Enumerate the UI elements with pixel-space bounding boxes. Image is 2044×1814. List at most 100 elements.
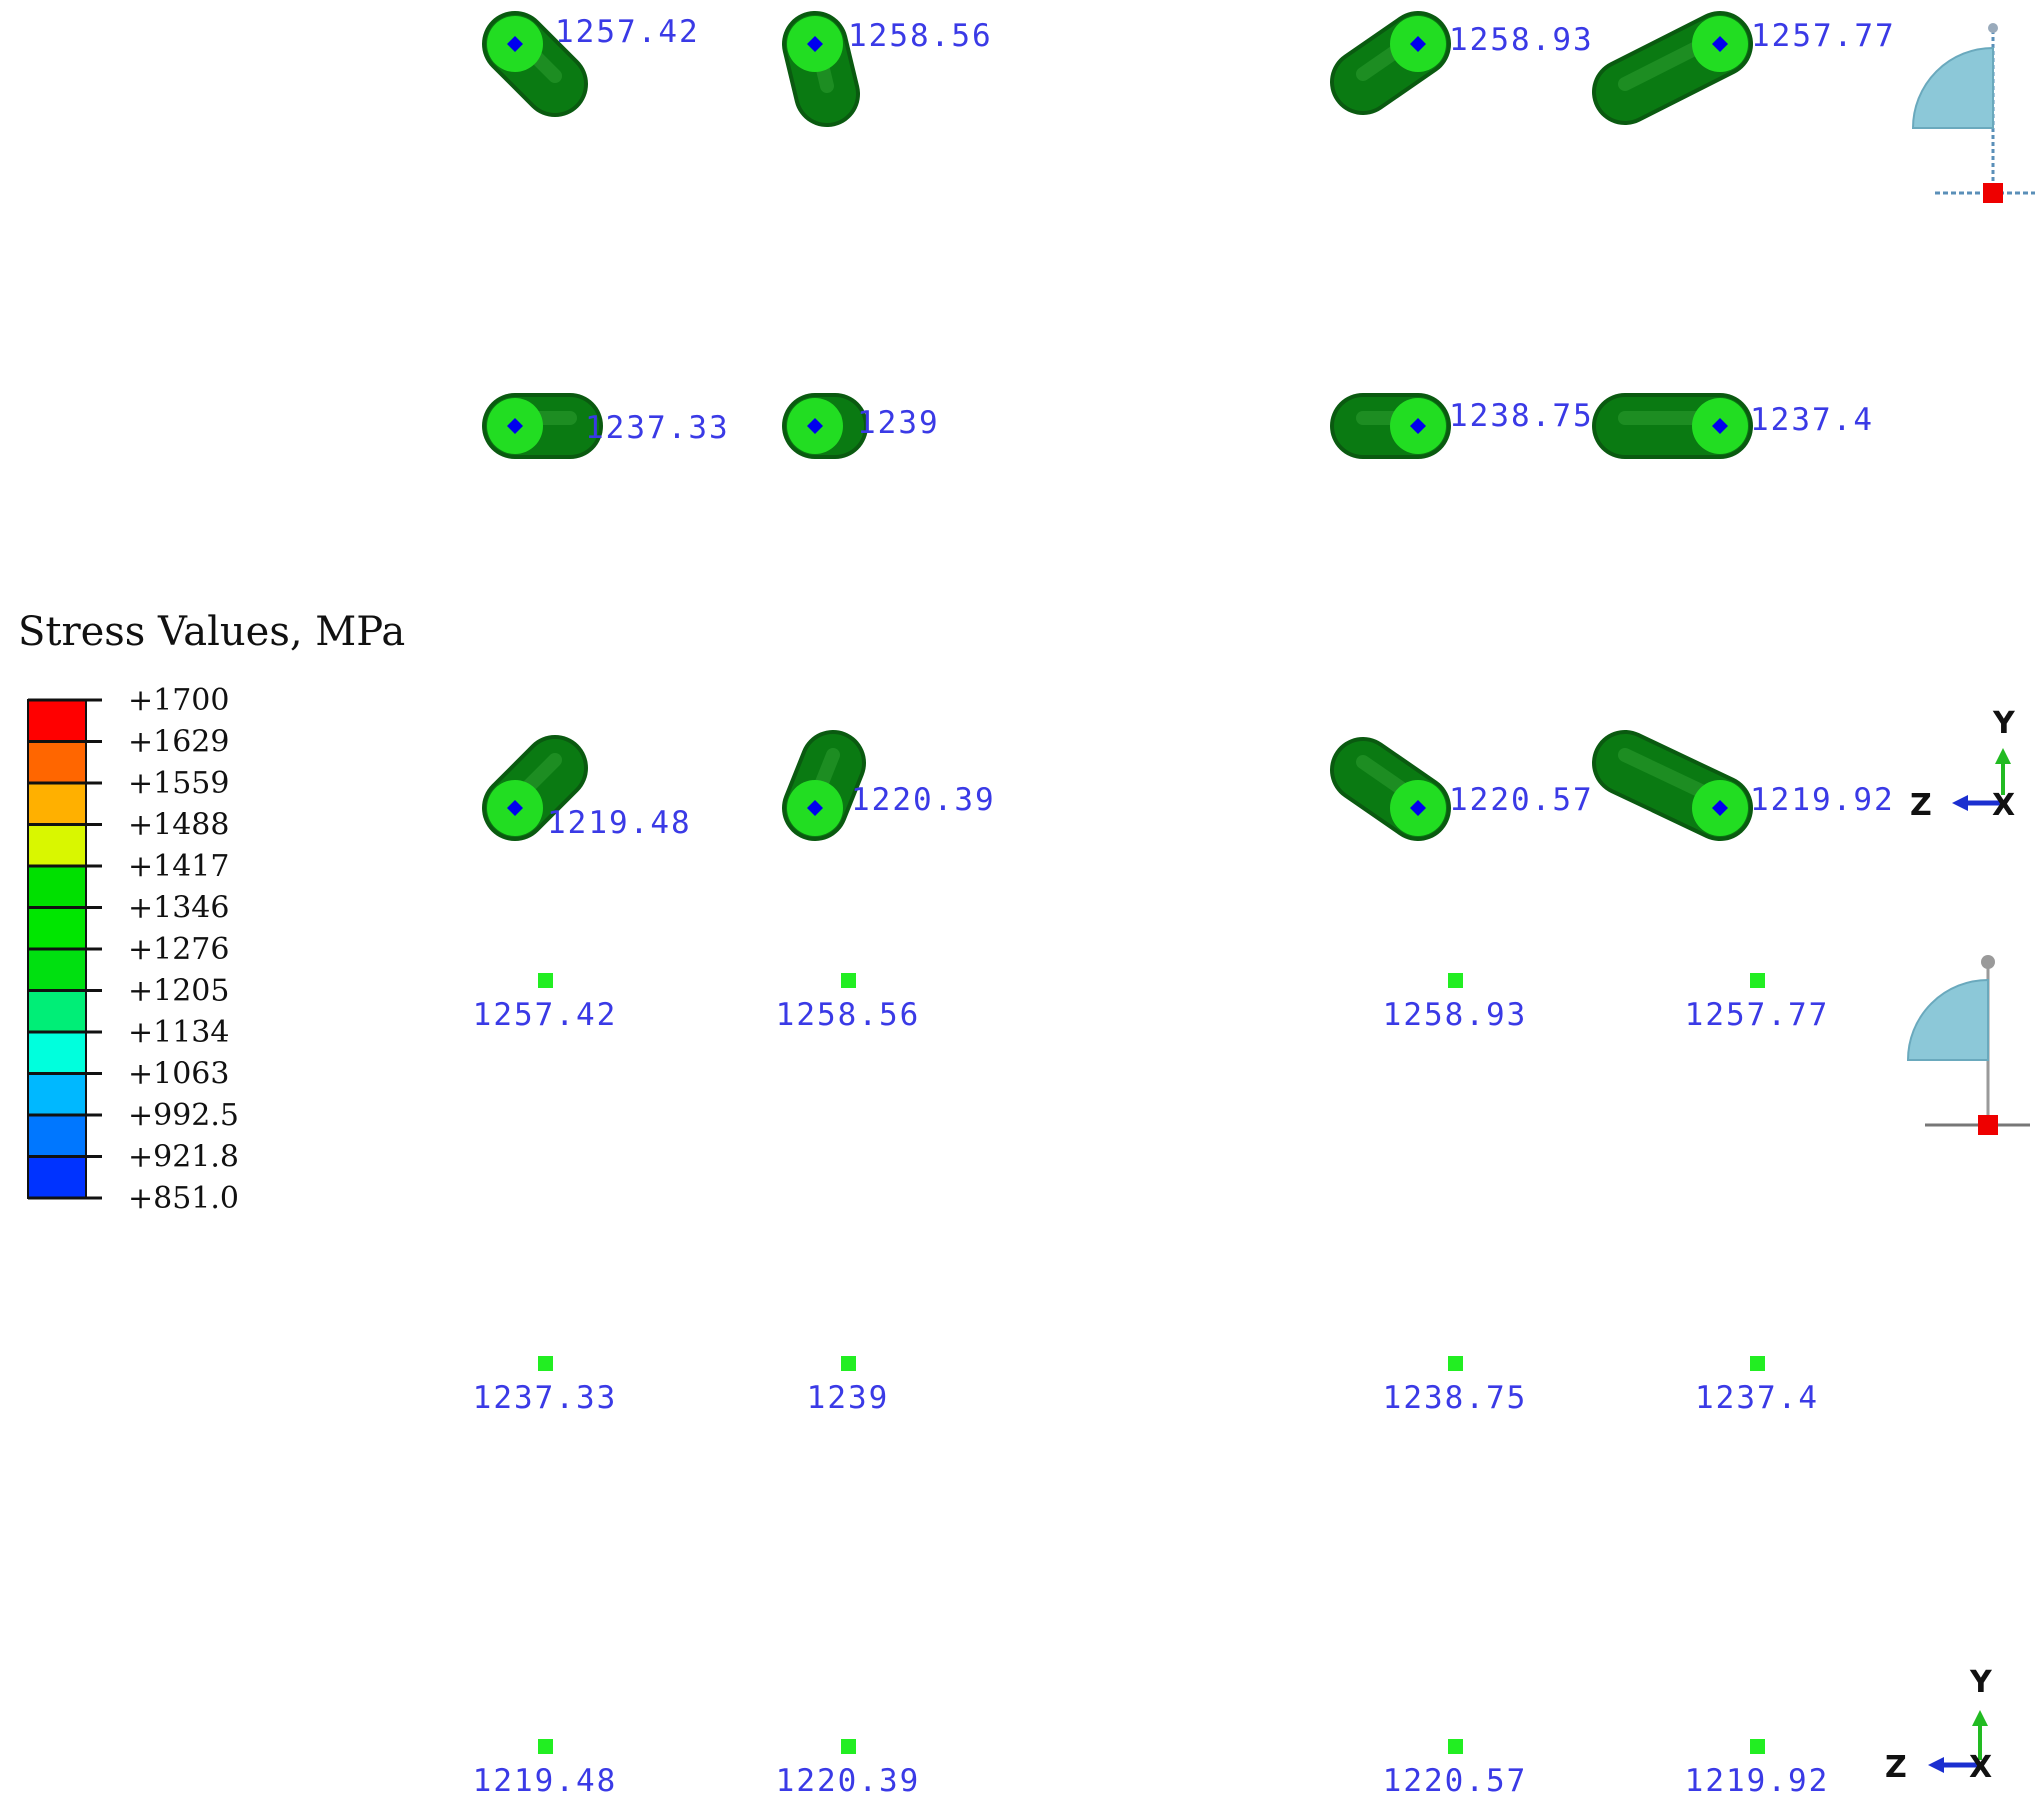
node-point: 1239	[807, 1356, 887, 1416]
legend-band	[28, 700, 86, 742]
legend-tick-labels: +1700 +1629 +1559 +1488 +1417 +1346 +1276 +1205…	[28, 683, 239, 1216]
node-marker-icon	[1410, 36, 1426, 52]
beam-element: 1257.77	[1592, 11, 1896, 125]
boundary-marker-icon	[1978, 1115, 1998, 1135]
beam-element: 1219.92	[1592, 730, 1895, 841]
stress-value-label: 1238.75	[1383, 1380, 1528, 1416]
legend-band	[28, 1115, 86, 1157]
stress-value-label: 1239	[857, 405, 940, 441]
legend-color-bands	[27, 699, 87, 1199]
stress-value-label: 1237.33	[473, 1380, 618, 1416]
node-marker-icon	[807, 418, 823, 434]
node-marker-icon	[1712, 36, 1728, 52]
triad-y-label: Y	[1969, 1665, 1993, 1700]
stress-value-label: 1257.77	[1685, 997, 1830, 1033]
node-square-icon	[841, 973, 856, 988]
legend-tick-label: +992.5	[128, 1098, 239, 1133]
node-square-icon	[538, 973, 553, 988]
node-square-icon	[1750, 1356, 1765, 1371]
z-arrow-icon	[1952, 795, 1968, 811]
legend-band	[28, 866, 86, 908]
node-point: 1257.42	[473, 973, 618, 1033]
node-square-icon	[1750, 1739, 1765, 1754]
triad-z-label: Z	[1885, 1750, 1907, 1785]
stress-value-label: 1219.48	[473, 1763, 618, 1799]
legend-tick-label: +851.0	[128, 1181, 239, 1216]
stress-value-label: 1257.42	[473, 997, 618, 1033]
legend-tick-label: +1629	[128, 725, 229, 760]
y-arrow-icon	[1995, 748, 2011, 764]
stress-value-label: 1258.93	[1449, 22, 1594, 58]
stress-value-label: 1220.39	[851, 782, 996, 818]
axis-triad-top: Y Z X	[1910, 706, 2016, 823]
legend-tick-label: +1559	[128, 766, 229, 801]
legend-band	[28, 990, 86, 1032]
legend-tick-label: +1134	[128, 1015, 229, 1050]
node-marker-icon	[1712, 800, 1728, 816]
node-point: 1220.57	[1383, 1739, 1528, 1799]
node-square-icon	[1448, 973, 1463, 988]
node-marker-icon	[1410, 418, 1426, 434]
legend-tick-label: +1488	[128, 808, 229, 843]
stress-value-label: 1258.56	[776, 997, 921, 1033]
section-icon-bottom	[1906, 955, 2030, 1135]
legend-tick-label: +1063	[128, 1057, 229, 1092]
triad-x-label: X	[1969, 1750, 1992, 1785]
node-marker-icon	[507, 800, 523, 816]
legend-band	[28, 1073, 86, 1115]
quarter-section-shape	[1906, 978, 1989, 1061]
beam-element: 1220.39	[782, 730, 996, 841]
triad-x-label: X	[1992, 788, 2015, 823]
node-point: 1220.39	[776, 1739, 921, 1799]
legend-tick-label: +1205	[128, 974, 229, 1009]
axis-triad-bottom: Y Z X	[1885, 1665, 1993, 1785]
node-marker-icon	[807, 800, 823, 816]
node-2d-view: 1257.42 1258.56 1258.93 1257.77 1237.33 1239 1…	[473, 973, 1830, 1799]
node-marker-icon	[507, 36, 523, 52]
node-square-icon	[841, 1739, 856, 1754]
stress-value-label: 1219.92	[1750, 782, 1895, 818]
triad-z-label: Z	[1910, 788, 1932, 823]
section-icon-top	[1911, 23, 2035, 203]
legend-title: Stress Values, MPa	[18, 609, 405, 655]
stress-value-label: 1237.4	[1695, 1380, 1819, 1416]
node-marker-icon	[1410, 800, 1426, 816]
beam-element: 1258.93	[1330, 11, 1594, 115]
stress-value-label: 1257.42	[555, 14, 700, 50]
triad-y-label: Y	[1992, 706, 2016, 741]
legend-band	[28, 783, 86, 825]
stress-value-label: 1257.77	[1751, 18, 1896, 54]
node-point: 1238.75	[1383, 1356, 1528, 1416]
legend-band	[28, 1032, 86, 1074]
legend-tick-label: +1700	[128, 683, 229, 718]
node-point: 1258.56	[776, 973, 921, 1033]
legend-tick-label: +1417	[128, 849, 229, 884]
stress-value-label: 1219.92	[1685, 1763, 1830, 1799]
quarter-section-shape	[1911, 46, 1994, 129]
beam-element: 1258.56	[782, 11, 991, 127]
beam-element: 1257.42	[482, 11, 700, 117]
node-marker-icon	[1712, 418, 1728, 434]
node-square-icon	[841, 1356, 856, 1371]
stress-value-label: 1237.33	[585, 410, 730, 446]
node-point: 1237.4	[1695, 1356, 1819, 1416]
node-point: 1237.33	[473, 1356, 618, 1416]
stress-value-label: 1220.39	[776, 1763, 921, 1799]
beam-element: 1238.75	[1330, 393, 1592, 459]
legend-tick-label: +921.8	[128, 1140, 239, 1175]
stress-value-label: 1220.57	[1449, 782, 1594, 818]
z-arrow-icon	[1928, 1757, 1944, 1773]
legend-tick-label: +1346	[128, 891, 229, 926]
legend-tick-label: +1276	[128, 932, 229, 967]
stress-value-label: 1237.4	[1750, 402, 1874, 438]
legend-band	[28, 907, 86, 949]
legend-band	[28, 741, 86, 783]
node-point: 1257.77	[1685, 973, 1830, 1033]
stress-value-label: 1220.57	[1383, 1763, 1528, 1799]
node-point: 1219.92	[1685, 1739, 1830, 1799]
node-square-icon	[538, 1739, 553, 1754]
legend-band	[28, 824, 86, 866]
beam-element: 1237.33	[482, 393, 730, 459]
node-square-icon	[538, 1356, 553, 1371]
